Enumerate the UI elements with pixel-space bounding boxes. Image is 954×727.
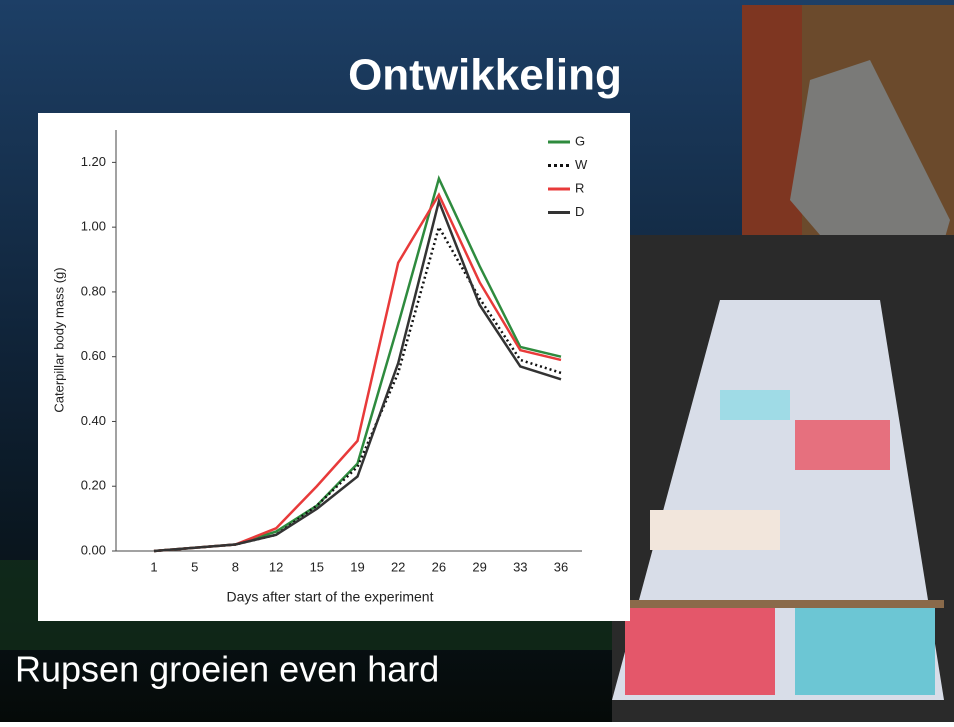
legend-label: D — [575, 204, 584, 219]
x-tick-label: 8 — [232, 559, 239, 574]
red-box — [795, 420, 890, 470]
blue-box — [795, 600, 935, 695]
series-line — [153, 197, 562, 553]
chart-panel — [38, 113, 630, 621]
caption: Rupsen groeien even hard — [15, 649, 439, 690]
slide-title: Ontwikkeling — [348, 51, 622, 100]
legend-label: W — [575, 157, 588, 172]
x-tick-label: 33 — [513, 559, 527, 574]
x-tick-label: 19 — [350, 559, 364, 574]
x-tick-label: 1 — [150, 559, 157, 574]
series-line — [153, 223, 562, 553]
legend-label: R — [575, 180, 584, 195]
legend-label: G — [575, 133, 585, 148]
white-box — [650, 510, 780, 550]
x-tick-label: 12 — [269, 559, 283, 574]
y-axis-label: Caterpillar body mass (g) — [51, 267, 66, 412]
y-tick-label: 1.20 — [81, 154, 106, 169]
y-tick-label: 0.80 — [81, 283, 106, 298]
red-box — [625, 600, 775, 695]
chart: 0.000.200.400.600.801.001.201 5 8 12 15 19 22 2… — [51, 130, 588, 605]
x-axis-label: Days after start of the experiment — [227, 589, 434, 605]
x-tick-label: 22 — [391, 559, 405, 574]
y-tick-label: 0.20 — [81, 478, 106, 493]
blue-box — [720, 390, 790, 420]
x-tick-label: 29 — [472, 559, 486, 574]
x-tick-label: 36 — [554, 559, 568, 574]
x-tick-label: 26 — [432, 559, 446, 574]
y-tick-label: 1.00 — [81, 219, 106, 234]
plank — [630, 600, 944, 608]
x-tick-label: 5 — [191, 559, 198, 574]
y-tick-label: 0.60 — [81, 348, 106, 363]
y-tick-label: 0.40 — [81, 413, 106, 428]
x-tick-label: 15 — [310, 559, 324, 574]
moth — [790, 60, 950, 290]
y-tick-label: 0.00 — [81, 542, 106, 557]
